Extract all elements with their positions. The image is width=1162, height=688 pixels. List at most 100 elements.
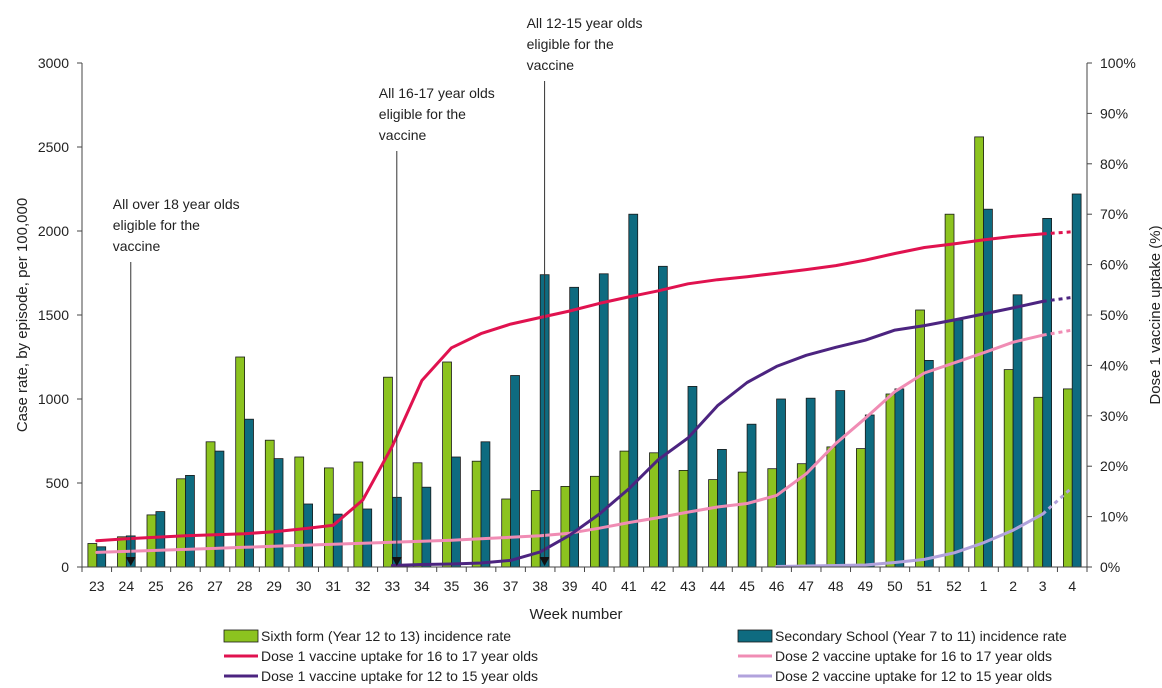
bar-series-1 xyxy=(303,503,314,568)
x-tick-label: 39 xyxy=(562,578,578,594)
bar-series-0 xyxy=(412,462,423,568)
x-tick-label: 44 xyxy=(710,578,726,594)
y2-tick-label: 80% xyxy=(1100,156,1128,172)
x-tick-label: 40 xyxy=(591,578,607,594)
annotation-text: vaccine xyxy=(113,238,161,254)
bar-series-0 xyxy=(708,479,718,568)
bar-series-1 xyxy=(362,508,373,568)
bar-series-1 xyxy=(598,273,609,568)
x-tick-label: 37 xyxy=(503,578,519,594)
bar-series-1 xyxy=(687,385,698,568)
x-tick-label: 49 xyxy=(858,578,874,594)
line-series-0 xyxy=(95,232,1045,543)
y-tick-label: 2000 xyxy=(38,223,69,239)
bar-series-1 xyxy=(835,390,846,568)
y-axis-label: Case rate, by episode, per 100,000 xyxy=(14,198,31,432)
x-tick-label: 27 xyxy=(207,578,223,594)
x-axis-label: Week number xyxy=(529,606,622,623)
x-tick-label: 26 xyxy=(178,578,194,594)
y2-tick-label: 100% xyxy=(1100,55,1136,71)
bar-series-0 xyxy=(1003,369,1014,568)
legend-swatch-0 xyxy=(223,629,259,643)
bar-series-0 xyxy=(856,448,866,568)
x-tick-label: 51 xyxy=(917,578,933,594)
line-series-1 xyxy=(95,333,1045,554)
legend-label-1: Secondary School (Year 7 to 11) incidenc… xyxy=(775,628,1067,644)
annotation-text: vaccine xyxy=(379,127,427,143)
bar-series-1 xyxy=(983,208,993,568)
bar-series-1 xyxy=(1071,193,1082,568)
axes-layer: 0 500 1000 1500 2000 2500 3000 0% 10% 20% 30% 40% 50… xyxy=(38,55,1136,594)
bar-series-1 xyxy=(776,398,786,568)
bar-series-1 xyxy=(864,414,875,568)
y2-tick-label: 70% xyxy=(1100,206,1128,222)
x-tick-label: 33 xyxy=(385,578,401,594)
bar-series-0 xyxy=(501,498,512,568)
x-tick-label: 34 xyxy=(414,578,430,594)
annotation-arrow xyxy=(391,557,402,566)
bar-series-0 xyxy=(323,467,334,568)
bar-series-0 xyxy=(235,356,245,568)
annotation-text: vaccine xyxy=(527,57,575,73)
y2-tick-label: 60% xyxy=(1100,257,1128,273)
x-tick-label: 35 xyxy=(444,578,460,594)
x-tick-label: 30 xyxy=(296,578,312,594)
line-series-3 xyxy=(775,512,1045,568)
x-tick-label: 52 xyxy=(946,578,962,594)
bar-series-0 xyxy=(383,376,393,568)
bar-series-0 xyxy=(560,485,571,568)
bar-series-0 xyxy=(1033,396,1044,568)
x-tick-label: 36 xyxy=(473,578,489,594)
bar-series-1 xyxy=(273,458,284,568)
bar-series-0 xyxy=(767,468,778,568)
bar-series-1 xyxy=(421,486,432,568)
y2-axis-label: Dose 1 vaccine uptake (%) xyxy=(1147,225,1162,404)
bar-series-1 xyxy=(185,474,195,568)
bar-series-1 xyxy=(451,456,461,568)
y2-tick-label: 30% xyxy=(1100,408,1128,424)
legend-label-2: Dose 1 vaccine uptake for 16 to 17 year … xyxy=(261,648,538,664)
bar-series-1 xyxy=(96,546,107,568)
legend-label-4: Dose 1 vaccine uptake for 12 to 15 year … xyxy=(261,668,538,684)
bar-series-0 xyxy=(826,446,837,568)
x-tick-label: 4 xyxy=(1068,578,1076,594)
annotation-text: All 12-15 year olds xyxy=(527,15,643,31)
bar-series-1 xyxy=(746,423,757,568)
bar-series-1 xyxy=(155,511,166,568)
bar-series-0 xyxy=(442,361,452,568)
annotation-text: All over 18 year olds xyxy=(113,196,240,212)
x-tick-label: 42 xyxy=(651,578,667,594)
x-tick-label: 31 xyxy=(325,578,341,594)
bar-series-0 xyxy=(590,475,600,568)
bar-series-0 xyxy=(471,460,482,568)
line-series-1-projection xyxy=(1042,328,1073,337)
x-tick-label: 48 xyxy=(828,578,844,594)
y-tick-label: 2500 xyxy=(38,139,69,155)
bar-series-0 xyxy=(294,456,305,568)
bar-series-1 xyxy=(628,213,639,568)
y2-tick-label: 20% xyxy=(1100,458,1128,474)
bar-series-1 xyxy=(805,397,816,568)
x-tick-label: 23 xyxy=(89,578,105,594)
x-tick-label: 3 xyxy=(1039,578,1047,594)
legend-swatch-1 xyxy=(737,629,773,643)
x-tick-label: 50 xyxy=(887,578,903,594)
y-tick-label: 1500 xyxy=(38,307,69,323)
annotation-text: eligible for the xyxy=(113,217,200,233)
legend-label-0: Sixth form (Year 12 to 13) incidence rat… xyxy=(261,628,511,644)
bar-series-1 xyxy=(924,359,934,568)
annotation-text: eligible for the xyxy=(379,106,466,122)
bar-series-1 xyxy=(480,441,491,568)
x-tick-label: 24 xyxy=(119,578,135,594)
bar-series-1 xyxy=(894,388,905,568)
annotation-text: All 16-17 year olds xyxy=(379,85,495,101)
y2-tick-label: 0% xyxy=(1100,559,1120,575)
x-tick-label: 2 xyxy=(1009,578,1017,594)
y2-tick-label: 10% xyxy=(1100,509,1128,525)
x-tick-label: 29 xyxy=(266,578,282,594)
x-tick-label: 47 xyxy=(798,578,814,594)
line-series-2-projection xyxy=(1042,295,1073,303)
line-series-2 xyxy=(390,299,1045,567)
bar-series-1 xyxy=(658,265,668,568)
x-tick-label: 25 xyxy=(148,578,164,594)
